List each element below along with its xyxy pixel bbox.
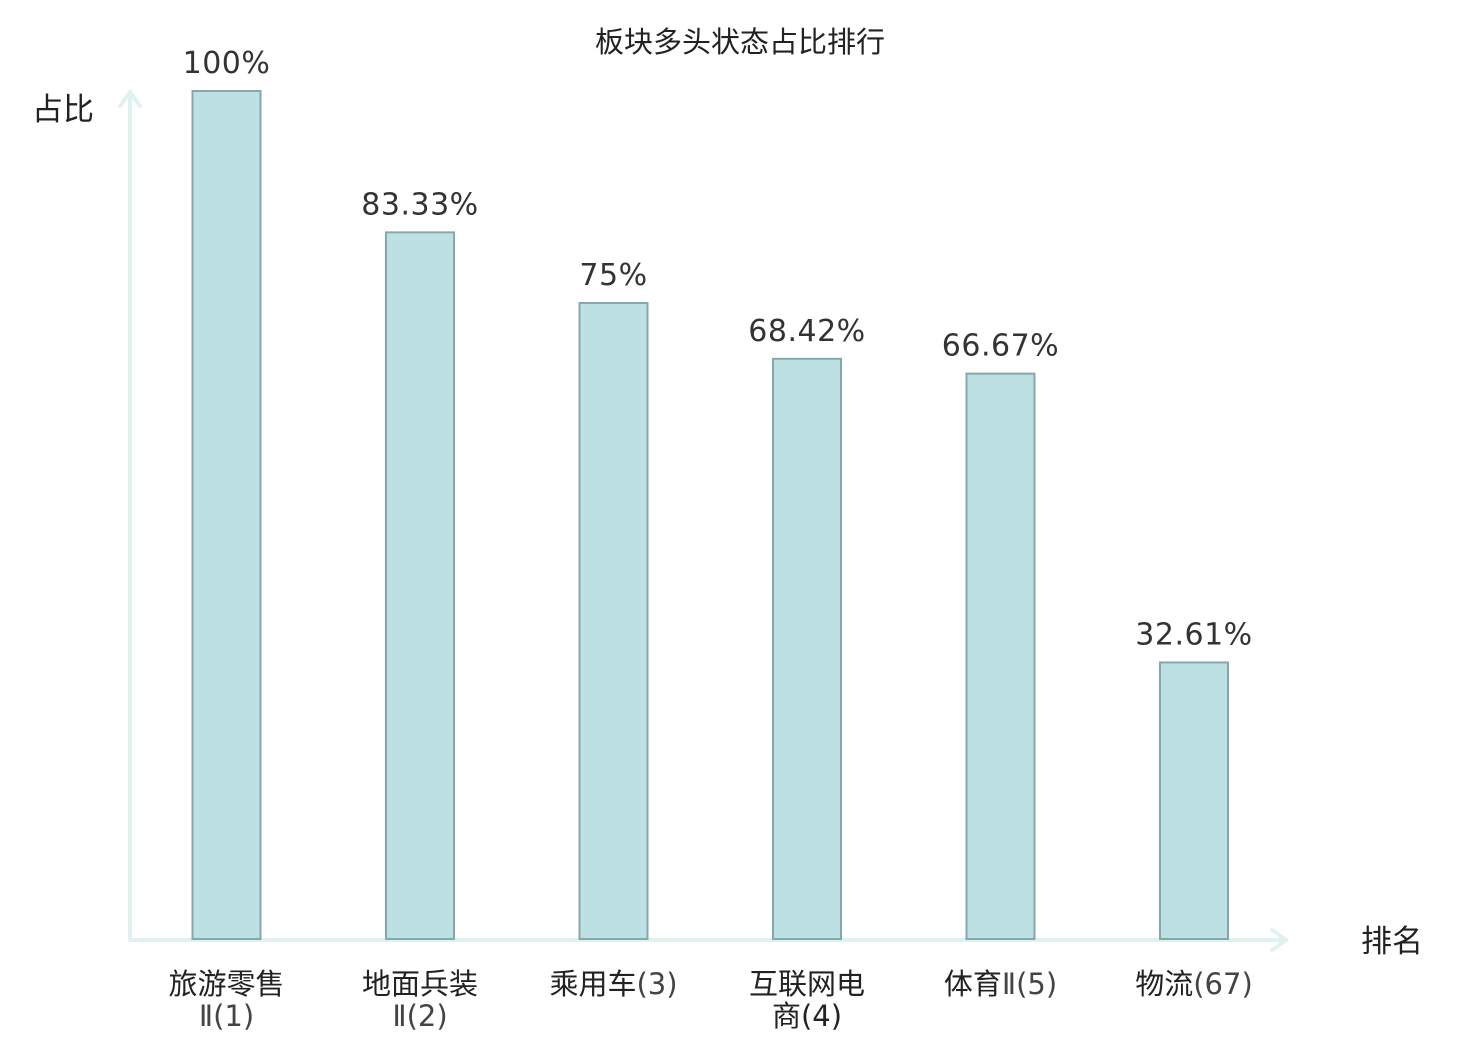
chart-title: 板块多头状态占比排行 (595, 25, 885, 59)
bar (965, 372, 1036, 940)
bar (772, 357, 842, 940)
y-axis-label: 占比 (32, 92, 94, 128)
bar (191, 90, 262, 940)
x-tick-label-rank: (67) (1193, 967, 1253, 1001)
bar-value-label: 68.42% (748, 314, 865, 349)
x-tick-label-name: 旅游零售 (168, 967, 284, 1001)
x-tick-label-rank: Ⅱ(2) (392, 999, 447, 1033)
bar-series (191, 90, 1229, 941)
x-tick-label-name: 乘用车 (549, 967, 636, 1001)
bar-value-label: 66.67% (942, 329, 1059, 364)
x-axis (128, 928, 1288, 952)
x-tick-label: 体育Ⅱ(5) (944, 967, 1057, 1001)
y-axis-arrow (118, 90, 142, 108)
x-axis-arrow (1270, 928, 1288, 952)
bar-value-label: 83.33% (361, 187, 478, 222)
x-tick-label-rank: 商(4) (772, 999, 842, 1033)
x-tick-label: 乘用车(3) (549, 967, 677, 1001)
bar-value-label: 32.61% (1135, 617, 1252, 652)
bar-value-label: 100% (183, 46, 271, 81)
x-tick-label-name: 物流 (1135, 967, 1193, 1001)
value-labels: 100% 83.33% 75% 68.42% 66.67% 32.61% (183, 46, 1253, 652)
bar (1159, 661, 1229, 941)
x-axis-label: 排名 (1361, 924, 1423, 960)
x-tick-label-rank: (3) (636, 967, 677, 1001)
x-tick-label-rank: Ⅱ(5) (1002, 967, 1057, 1001)
x-tick-label-name: 地面兵装 (362, 967, 478, 1001)
x-tick-label-name: 体育 (944, 967, 1002, 1001)
x-tick-label-name: 互联网电 (749, 967, 865, 1001)
bar (578, 302, 649, 940)
bar (385, 231, 455, 941)
x-tick-label-rank: Ⅱ(1) (199, 999, 254, 1033)
x-tick-label: 物流(67) (1135, 967, 1253, 1001)
y-axis (118, 90, 142, 942)
bar-value-label: 75% (579, 258, 647, 293)
